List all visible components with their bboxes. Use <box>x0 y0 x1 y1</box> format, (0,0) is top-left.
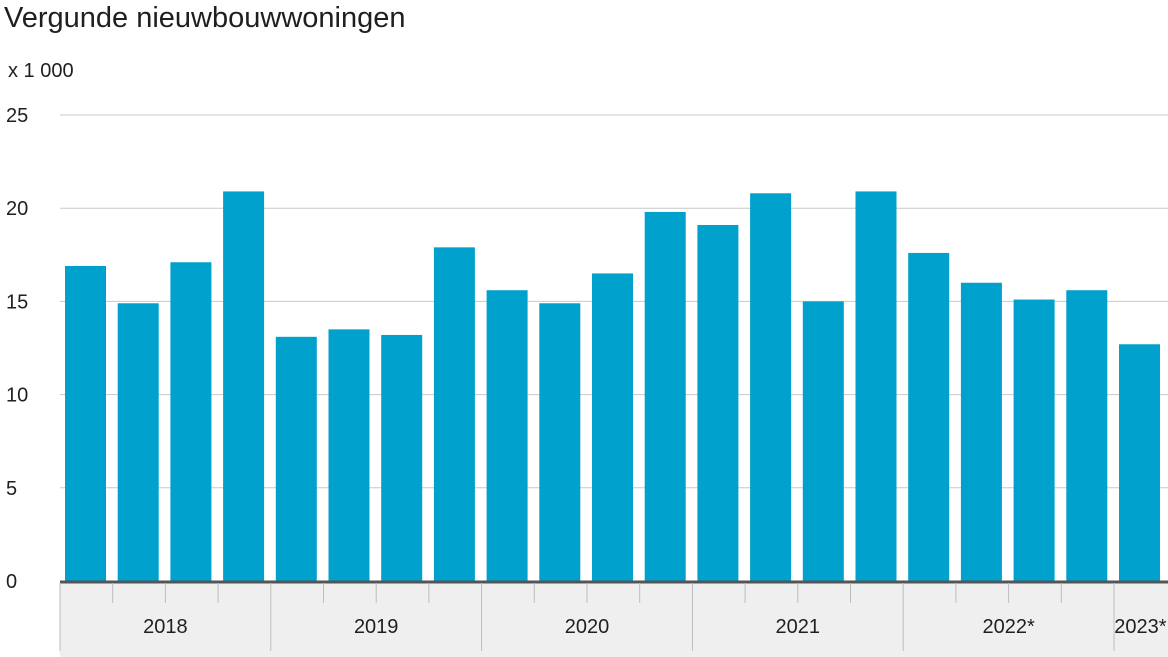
y-tick-label: 15 <box>6 291 28 313</box>
bar <box>1066 290 1108 581</box>
bar <box>1013 299 1055 581</box>
x-year-label: 2018 <box>143 616 188 638</box>
x-axis-band-background <box>60 583 1168 657</box>
bar <box>908 252 950 581</box>
x-axis <box>59 580 1168 651</box>
y-tick-label: 10 <box>6 385 28 407</box>
y-axis-ticks: 0 5 10 15 20 25 <box>6 105 28 593</box>
x-axis-band <box>60 583 1168 657</box>
bar <box>802 301 844 581</box>
bar <box>433 247 475 581</box>
y-tick-label: 25 <box>6 105 28 127</box>
x-axis-year-labels: 2018 2019 2020 2021 2022* 2023* <box>143 616 1167 638</box>
bar <box>65 265 106 581</box>
bar <box>855 191 897 581</box>
chart-title: Vergunde nieuwbouwwoningen <box>4 2 406 34</box>
bar <box>644 211 686 582</box>
x-year-label: 2022* <box>982 616 1034 638</box>
bar <box>328 329 370 581</box>
y-tick-label: 20 <box>6 198 28 220</box>
bar <box>117 303 159 581</box>
x-year-label: 2023* <box>1114 616 1166 638</box>
bar <box>539 303 581 581</box>
bar <box>486 290 528 581</box>
bar <box>697 224 739 581</box>
bar <box>170 262 212 581</box>
bar <box>960 282 1002 581</box>
bars <box>65 191 1160 582</box>
bar <box>592 273 633 581</box>
bar <box>1119 344 1160 581</box>
y-tick-label: 0 <box>6 571 17 593</box>
x-year-label: 2020 <box>565 616 610 638</box>
bar <box>750 193 792 581</box>
x-year-label: 2019 <box>354 616 399 638</box>
x-year-label: 2021 <box>776 616 821 638</box>
y-tick-label: 5 <box>6 478 17 500</box>
bar <box>381 334 423 581</box>
bar <box>223 191 265 581</box>
bar <box>275 336 317 581</box>
y-axis-unit-label: x 1 000 <box>8 60 74 82</box>
